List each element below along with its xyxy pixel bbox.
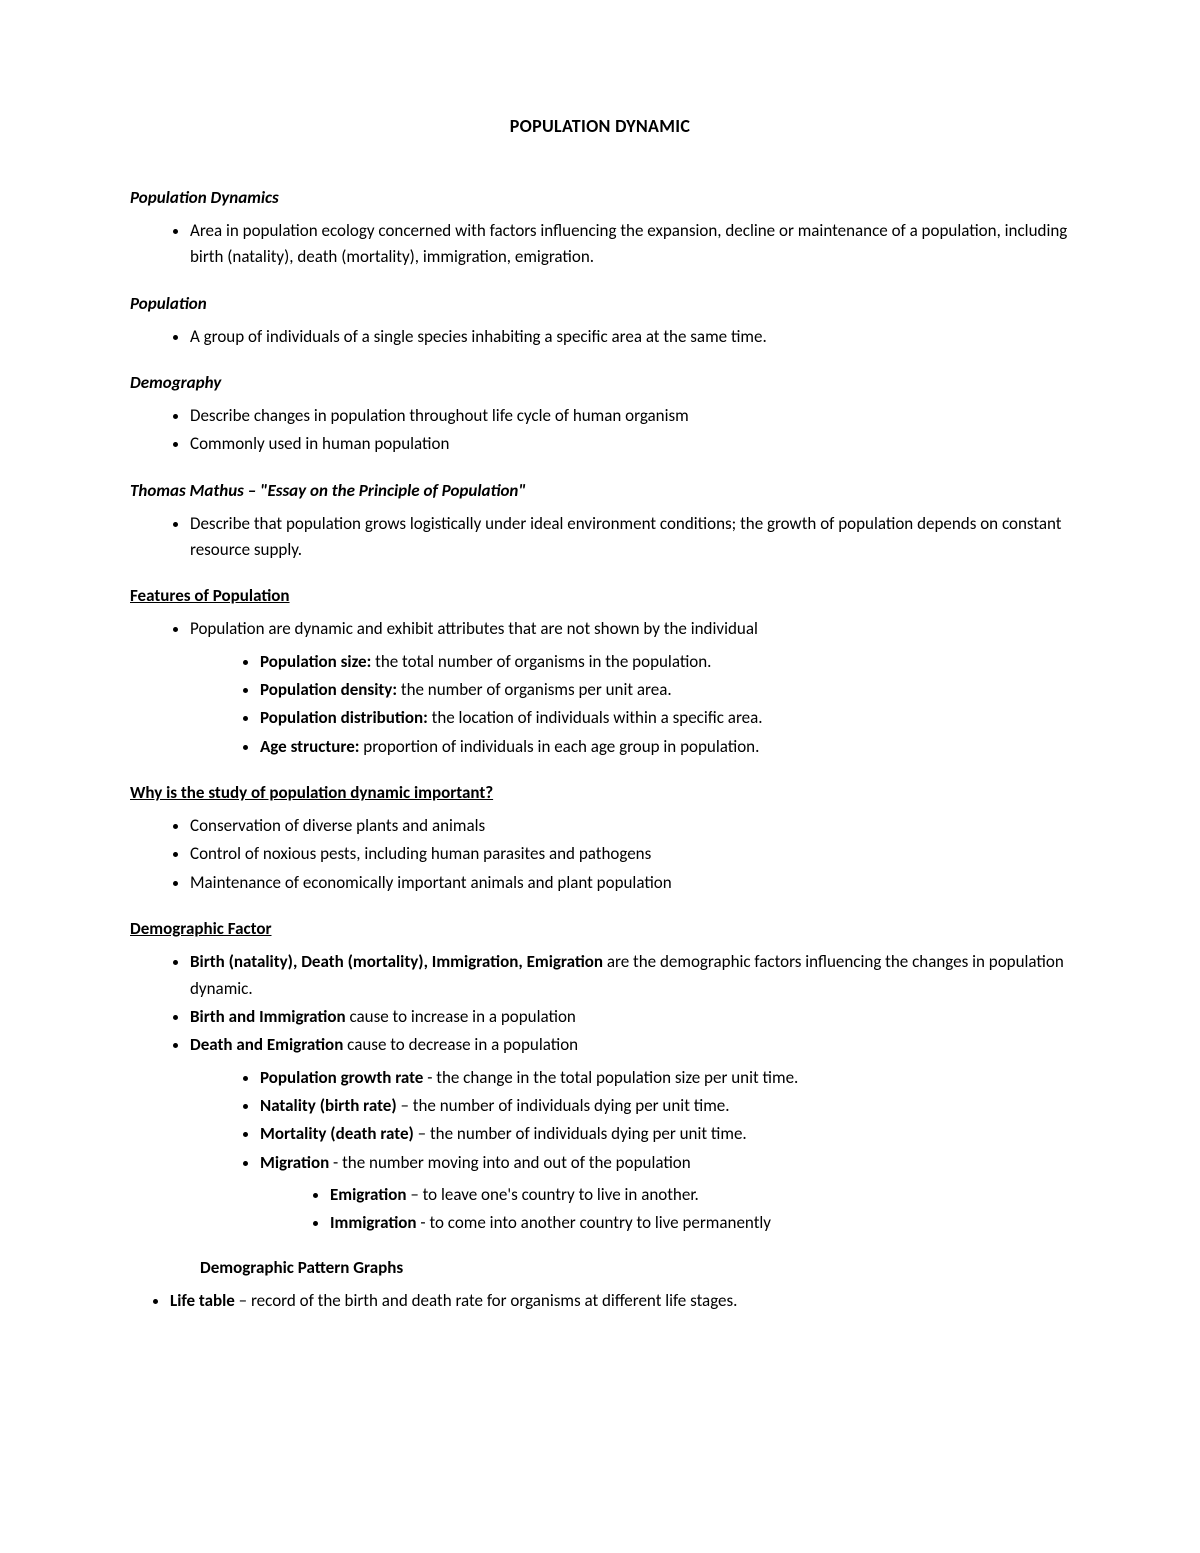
term-label: Death and Emigration [190,1034,343,1055]
section-heading-pop-dynamics: Population Dynamics [130,187,1070,208]
sublist-demo-factor: Population growth rate - the change in t… [190,1065,1070,1237]
term-label: Natality (birth rate) [260,1095,397,1116]
list-population: A group of individuals of a single speci… [130,324,1070,350]
term-label: Population growth rate [260,1067,423,1088]
document-page: POPULATION DYNAMIC Population Dynamics A… [0,0,1200,1553]
term-label: Birth and Immigration [190,1006,346,1027]
list-item: Death and Emigration cause to decrease i… [190,1032,1070,1058]
term-text: – record of the birth and death rate for… [235,1290,738,1311]
list-thomas: Describe that population grows logistica… [130,511,1070,564]
term-label: Mortality (death rate) [260,1123,414,1144]
term-text: the number of organisms per unit area. [397,679,672,700]
term-label: Birth (natality), Death (mortality), Imm… [190,951,603,972]
list-item: Age structure: proportion of individuals… [260,734,1070,760]
section-heading-demography: Demography [130,372,1070,393]
term-text: – the number of individuals dying per un… [397,1095,730,1116]
list-item: Describe that population grows logistica… [190,511,1070,564]
list-item: Birth and Immigration cause to increase … [190,1004,1070,1030]
term-text: the location of individuals within a spe… [428,707,763,728]
list-item: Population distribution: the location of… [260,705,1070,731]
list-item: Area in population ecology concerned wit… [190,218,1070,271]
sublist-migration: Emigration – to leave one's country to l… [260,1182,1070,1237]
term-label: Emigration [330,1184,406,1205]
term-label: Population size: [260,651,371,672]
term-label: Age structure: [260,736,359,757]
list-demography: Describe changes in population throughou… [130,403,1070,458]
list-item: Describe changes in population throughou… [190,403,1070,429]
list-item: Migration - the number moving into and o… [260,1150,1070,1176]
term-text: - the number moving into and out of the … [329,1152,690,1173]
list-why: Conservation of diverse plants and anima… [130,813,1070,896]
list-item: Maintenance of economically important an… [190,870,1070,896]
term-label: Population density: [260,679,397,700]
list-item: Population growth rate - the change in t… [260,1065,1070,1091]
term-text: proportion of individuals in each age gr… [359,736,759,757]
list-item: Population size: the total number of org… [260,649,1070,675]
term-text: – the number of individuals dying per un… [414,1123,747,1144]
list-item: Control of noxious pests, including huma… [190,841,1070,867]
term-text: the total number of organisms in the pop… [371,651,711,672]
list-item: Population density: the number of organi… [260,677,1070,703]
list-item: Immigration - to come into another count… [330,1210,1070,1236]
section-heading-demo-factor: Demographic Factor [130,918,1070,939]
list-item: Commonly used in human population [190,431,1070,457]
section-heading-features: Features of Population [130,585,1070,606]
term-label: Migration [260,1152,329,1173]
term-text: – to leave one's country to live in anot… [406,1184,698,1205]
list-item: Birth (natality), Death (mortality), Imm… [190,949,1070,1002]
list-item: Conservation of diverse plants and anima… [190,813,1070,839]
sublist-features: Population size: the total number of org… [190,649,1070,760]
list-features: Population are dynamic and exhibit attri… [130,616,1070,760]
page-title: POPULATION DYNAMIC [130,115,1070,137]
list-item: Natality (birth rate) – the number of in… [260,1093,1070,1119]
list-item: Mortality (death rate) – the number of i… [260,1121,1070,1147]
list-pop-dynamics: Area in population ecology concerned wit… [130,218,1070,271]
term-text: cause to increase in a population [346,1006,576,1027]
list-pattern-graphs: Life table – record of the birth and dea… [130,1288,1070,1314]
list-item: A group of individuals of a single speci… [190,324,1070,350]
term-label: Immigration [330,1212,417,1233]
term-text: - the change in the total population siz… [423,1067,798,1088]
term-text: cause to decrease in a population [343,1034,578,1055]
section-heading-population: Population [130,293,1070,314]
list-item: Life table – record of the birth and dea… [170,1288,1070,1314]
term-label: Population distribution: [260,707,428,728]
list-demo-factor: Birth (natality), Death (mortality), Imm… [130,949,1070,1236]
section-heading-thomas: Thomas Mathus – "Essay on the Principle … [130,480,1070,501]
term-text: - to come into another country to live p… [417,1212,771,1233]
section-heading-pattern-graphs: Demographic Pattern Graphs [200,1257,1070,1278]
list-item: Emigration – to leave one's country to l… [330,1182,1070,1208]
term-label: Life table [170,1290,235,1311]
list-item: Population are dynamic and exhibit attri… [190,616,1070,642]
section-heading-why: Why is the study of population dynamic i… [130,782,1070,803]
